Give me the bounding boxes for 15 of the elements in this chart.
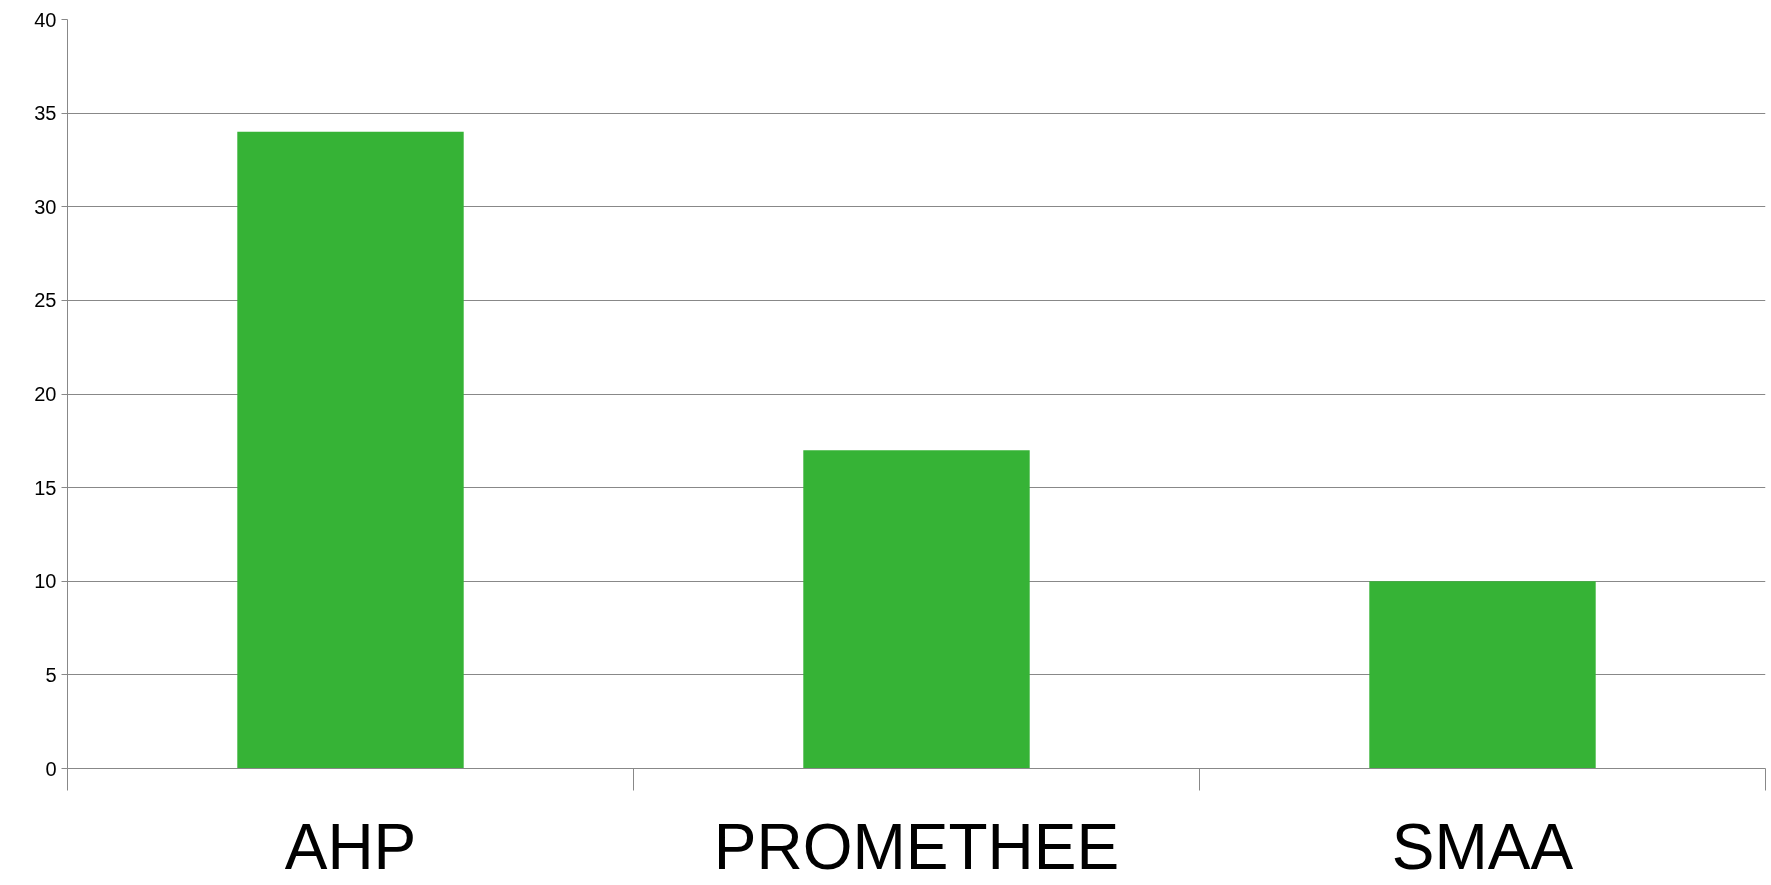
x-tick-label: SMAA	[1391, 810, 1574, 883]
y-tick-label: 30	[34, 195, 57, 218]
y-tick-label: 25	[34, 289, 57, 312]
y-tick-label: 10	[34, 570, 57, 593]
y-tick-label: 15	[34, 476, 57, 499]
bar	[237, 131, 464, 769]
bar	[803, 450, 1030, 769]
y-tick-label: 5	[45, 663, 57, 686]
y-tick-label: 35	[34, 102, 57, 125]
x-tick-label: AHP	[284, 810, 417, 883]
bar	[1369, 581, 1596, 769]
x-tick-label: PROMETHEE	[713, 810, 1120, 883]
y-tick-label: 20	[34, 383, 57, 405]
y-tick-label: 0	[45, 757, 57, 780]
y-tick-label: 40	[34, 8, 57, 31]
